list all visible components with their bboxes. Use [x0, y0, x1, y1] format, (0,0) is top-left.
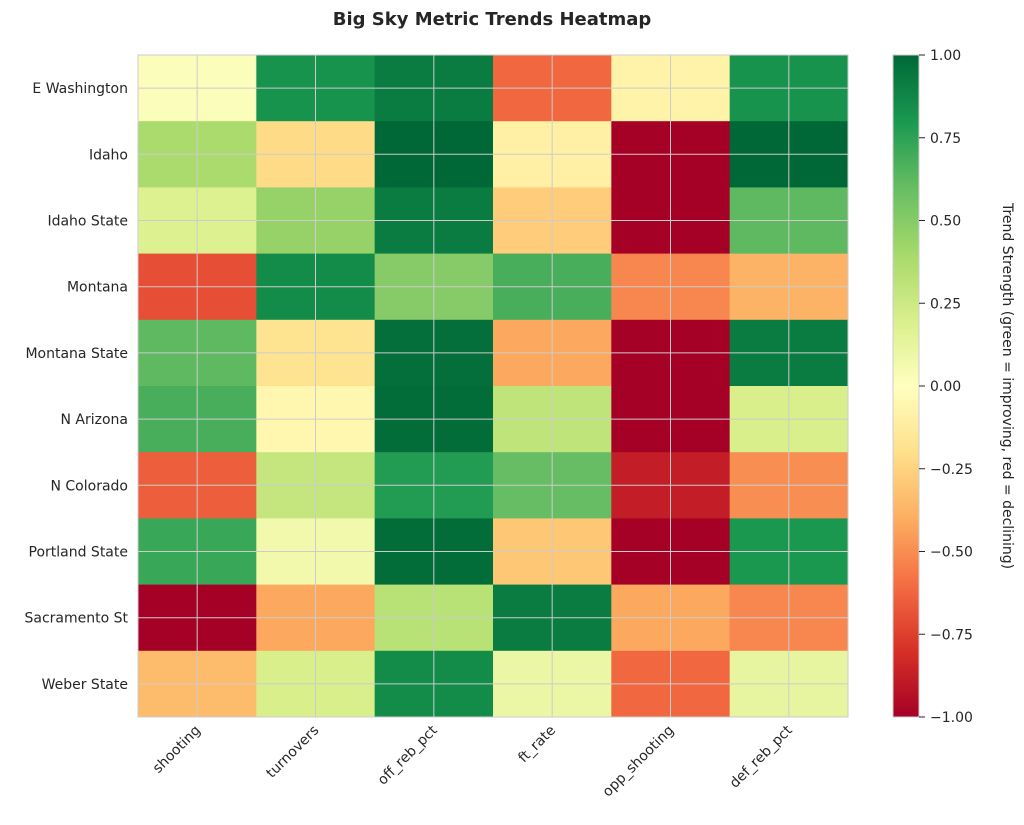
colorbar-tick-label: −0.75 — [930, 627, 973, 643]
column-label: ft_rate — [515, 723, 559, 767]
colorbar-tick-label: 0.50 — [930, 214, 961, 230]
colorbar-ticks: 1.00 0.75 0.50 0.25 0.00 −0.25 −0.50 −0.75 −1.00 — [919, 48, 973, 726]
row-label: Montana — [67, 280, 128, 296]
column-label: shooting — [150, 723, 204, 777]
row-label: Idaho — [89, 147, 128, 163]
row-label: N Colorado — [50, 478, 128, 494]
colorbar-tick-label: −1.00 — [930, 710, 973, 726]
plot-frame — [137, 54, 849, 718]
chart-title: Big Sky Metric Trends Heatmap — [333, 9, 652, 30]
column-label: turnovers — [263, 723, 322, 782]
row-label: Weber State — [42, 677, 128, 693]
colorbar — [892, 54, 920, 718]
colorbar-tick-label: 1.00 — [930, 48, 961, 64]
colorbar-tick-label: 0.25 — [930, 296, 961, 312]
row-label: Montana State — [25, 346, 128, 362]
row-label: Idaho State — [47, 214, 128, 230]
colorbar-tick-label: 0.00 — [930, 379, 961, 395]
column-label: def_reb_pct — [727, 722, 796, 791]
row-label: Sacramento St — [24, 611, 128, 627]
row-labels: E Washington Idaho Idaho State Montana Monta… — [24, 81, 128, 693]
colorbar-tick-label: −0.25 — [930, 462, 973, 478]
row-label: Portland State — [29, 545, 129, 561]
colorbar-label: Trend Strength (green = improving, red =… — [999, 202, 1015, 569]
column-label: off_reb_pct — [375, 722, 441, 788]
row-label: N Arizona — [60, 412, 128, 428]
row-label: E Washington — [32, 81, 128, 97]
column-labels: shooting turnovers off_reb_pct ft_rate opp_s… — [150, 722, 796, 800]
grid-lines — [138, 55, 848, 717]
colorbar-tick-label: 0.75 — [930, 131, 961, 147]
column-label: opp_shooting — [600, 723, 678, 801]
colorbar-tick-label: −0.50 — [930, 545, 973, 561]
